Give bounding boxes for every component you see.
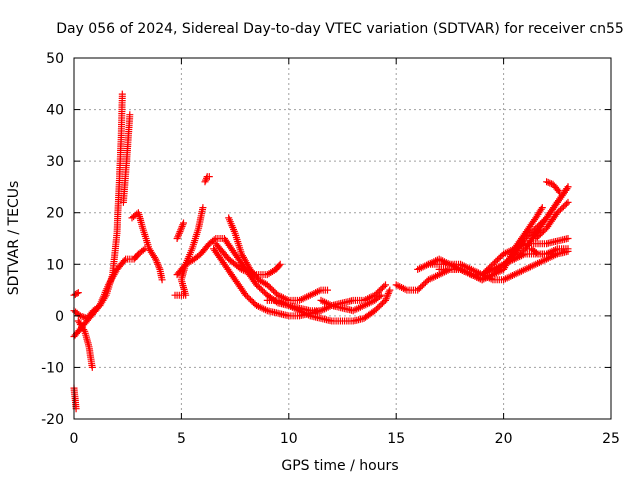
series-markers [119, 111, 134, 206]
data-marks [70, 90, 572, 413]
series-arc-12 [210, 245, 389, 320]
y-tick-label: -20 [41, 412, 64, 428]
series-arc-3 [70, 384, 80, 413]
x-tick-label: 25 [602, 431, 620, 447]
series-markers [173, 219, 187, 242]
x-tick-labels: 0 5 10 15 20 25 [70, 431, 620, 447]
x-tick-label: 5 [177, 431, 186, 447]
y-tick-label: 40 [46, 103, 64, 119]
series-markers [263, 286, 394, 325]
grid-lines [74, 58, 611, 419]
series-markers [543, 178, 563, 196]
series-arc-25 [543, 178, 563, 196]
y-tick-labels: -20 -10 0 10 20 30 40 50 [41, 51, 64, 428]
series-markers [521, 245, 572, 258]
x-tick-label: 10 [280, 431, 298, 447]
y-tick-label: 10 [46, 257, 64, 273]
series-markers [201, 173, 213, 186]
series-markers [532, 198, 572, 242]
series-arc-14 [212, 240, 284, 279]
y-tick-label: 20 [46, 206, 64, 222]
chart-title: Day 056 of 2024, Sidereal Day-to-day VTE… [56, 21, 624, 37]
series-arc-24 [532, 198, 572, 242]
axis-ticks [73, 57, 612, 420]
series-markers [70, 289, 82, 299]
series-arc-5 [119, 111, 134, 206]
plot-frame [73, 57, 612, 420]
series-arc-16 [317, 291, 385, 315]
series-arc-23 [521, 245, 572, 258]
x-tick-label: 20 [495, 431, 513, 447]
series-markers [70, 90, 126, 322]
series-markers [210, 245, 389, 320]
y-axis-label: SDTVAR / TECUs [6, 181, 22, 296]
series-arc-10 [201, 173, 213, 186]
y-tick-label: -10 [41, 360, 64, 376]
x-tick-label: 0 [70, 431, 79, 447]
x-tick-label: 15 [387, 431, 405, 447]
series-arc-1 [70, 90, 126, 322]
x-axis-label: GPS time / hours [281, 458, 398, 474]
series-arc-7 [70, 289, 82, 299]
series-arc-9 [173, 219, 187, 242]
series-arc-6 [128, 209, 166, 284]
y-tick-label: 0 [55, 309, 64, 325]
y-tick-label: 50 [46, 51, 64, 67]
y-tick-label: 30 [46, 154, 64, 170]
series-markers [70, 384, 80, 413]
series-markers [128, 209, 166, 284]
series-markers [212, 240, 284, 279]
series-markers [317, 291, 385, 315]
series-arc-15 [263, 286, 394, 325]
